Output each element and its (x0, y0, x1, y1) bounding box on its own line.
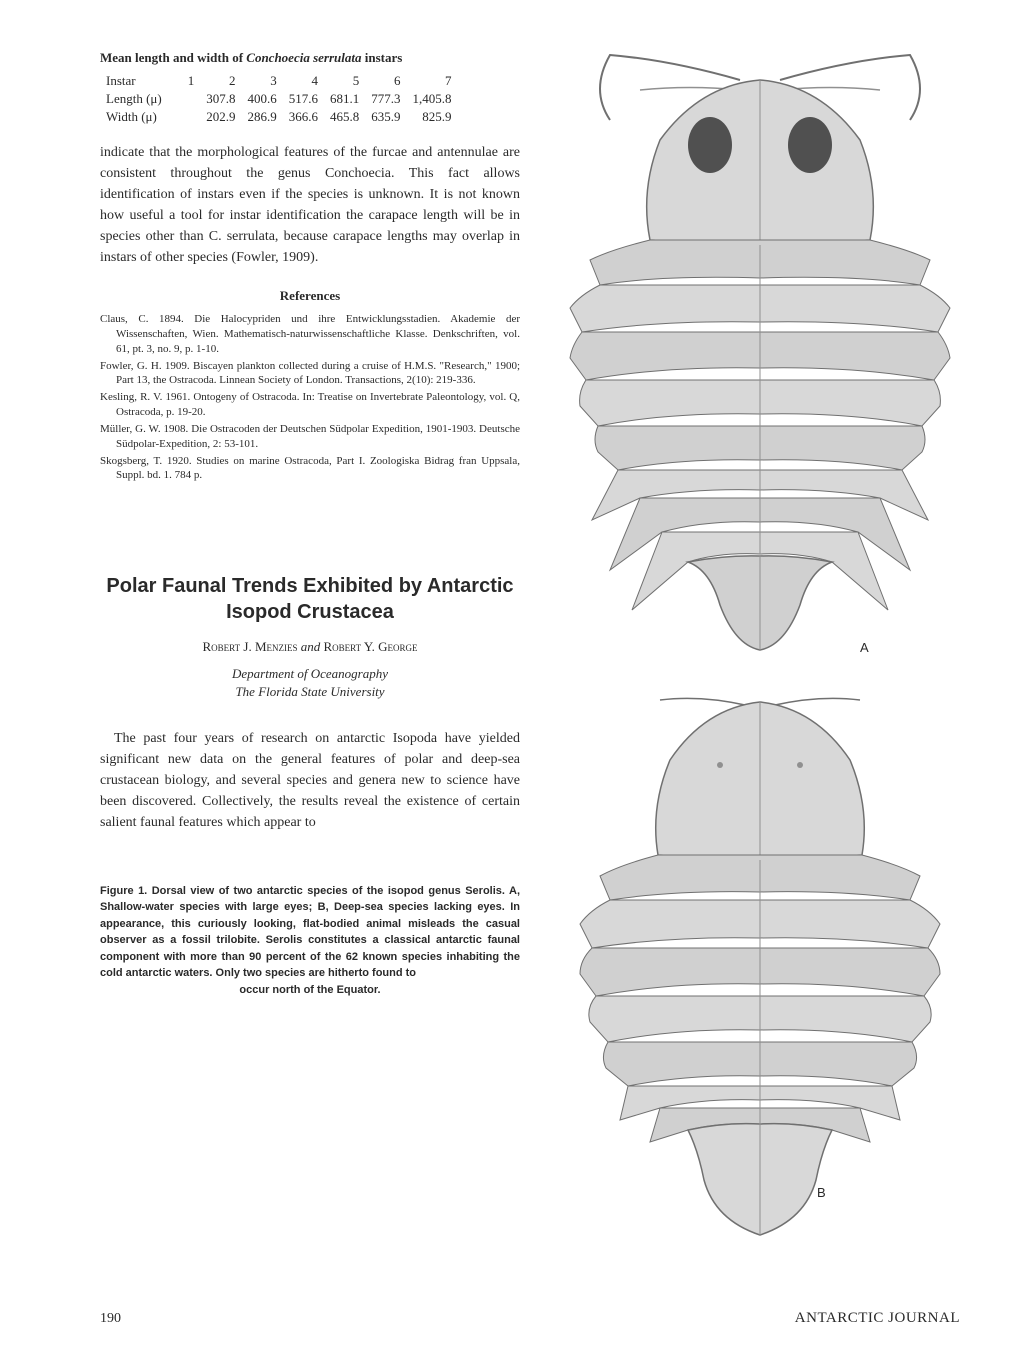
cell: 517.6 (283, 90, 324, 108)
row-label: Width (μ) (100, 108, 182, 126)
affiliation-2: The Florida State University (235, 684, 384, 699)
cell: 7 (406, 72, 457, 90)
cell: 286.9 (241, 108, 282, 126)
references-heading: References (100, 288, 520, 304)
table-row: Instar 1 2 3 4 5 6 7 (100, 72, 457, 90)
left-column: Mean length and width of Conchoecia serr… (100, 50, 520, 1250)
body-paragraph: The past four years of research on antar… (100, 728, 520, 833)
cell: 307.8 (200, 90, 241, 108)
author-2: Robert Y. George (324, 639, 418, 654)
reference: Claus, C. 1894. Die Halocypriden und ihr… (100, 312, 520, 357)
reference: Müller, G. W. 1908. Die Ostracoden der D… (100, 422, 520, 452)
cell: 635.9 (365, 108, 406, 126)
cell: 1,405.8 (406, 90, 457, 108)
cell: 6 (365, 72, 406, 90)
cell: 465.8 (324, 108, 365, 126)
right-column: A (550, 50, 970, 1250)
cell: 3 (241, 72, 282, 90)
author-1: Robert J. Menzies (203, 639, 298, 654)
table-row: Width (μ) 202.9 286.9 366.6 465.8 635.9 … (100, 108, 457, 126)
reference: Skogsberg, T. 1920. Studies on marine Os… (100, 454, 520, 484)
cell: 400.6 (241, 90, 282, 108)
authors-and: and (298, 639, 324, 654)
specimen-a-illustration (550, 50, 970, 660)
page-number: 190 (100, 1311, 121, 1327)
specimen-b-illustration (550, 690, 970, 1250)
table-row: Length (μ) 307.8 400.6 517.6 681.1 777.3… (100, 90, 457, 108)
table-title: Mean length and width of Conchoecia serr… (100, 50, 520, 66)
journal-name: ANTARCTIC JOURNAL (795, 1310, 960, 1327)
specimen-label-a: A (860, 640, 869, 655)
article-title: Polar Faunal Trends Exhibited by Antarct… (100, 573, 520, 625)
affiliation-1: Department of Oceanography (232, 666, 388, 681)
cell: 2 (200, 72, 241, 90)
cell (182, 108, 201, 126)
cell: 202.9 (200, 108, 241, 126)
cell: 4 (283, 72, 324, 90)
body-paragraph: indicate that the morphological features… (100, 142, 520, 268)
figure-caption: Figure 1. Dorsal view of two antarctic s… (100, 883, 520, 999)
table-title-suffix: instars (362, 50, 403, 65)
cell: 366.6 (283, 108, 324, 126)
reference: Fowler, G. H. 1909. Biscayen plankton co… (100, 359, 520, 389)
cell: 681.1 (324, 90, 365, 108)
cell: 5 (324, 72, 365, 90)
caption-last-line: occur north of the Equator. (100, 982, 520, 999)
row-label: Instar (100, 72, 182, 90)
specimen-label-b: B (817, 1185, 826, 1200)
cell: 1 (182, 72, 201, 90)
row-label: Length (μ) (100, 90, 182, 108)
caption-text: Figure 1. Dorsal view of two antarctic s… (100, 885, 520, 980)
table-title-prefix: Mean length and width of (100, 50, 246, 65)
instar-table: Instar 1 2 3 4 5 6 7 Length (μ) 307.8 40… (100, 72, 457, 126)
affiliation: Department of Oceanography The Florida S… (100, 665, 520, 701)
cell: 777.3 (365, 90, 406, 108)
cell: 825.9 (406, 108, 457, 126)
cell (182, 90, 201, 108)
figure-1: A (550, 50, 970, 1250)
authors: Robert J. Menzies and Robert Y. George (100, 639, 520, 655)
reference: Kesling, R. V. 1961. Ontogeny of Ostraco… (100, 390, 520, 420)
table-title-species: Conchoecia serrulata (246, 50, 361, 65)
